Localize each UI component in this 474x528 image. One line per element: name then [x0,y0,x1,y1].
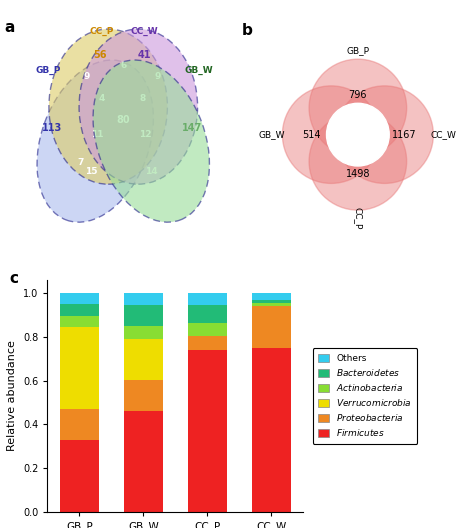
Text: 41: 41 [138,50,152,60]
Bar [124,305,163,326]
Text: CC_W: CC_W [131,26,159,36]
Circle shape [283,86,380,183]
Bar [188,350,227,512]
Bar [124,339,163,380]
Bar [60,440,99,512]
Bar [188,323,227,336]
Text: 1498: 1498 [346,169,370,179]
Bar [252,306,291,348]
Bar [252,293,291,299]
Text: CC_P: CC_P [354,207,362,230]
Y-axis label: Relative abundance: Relative abundance [8,341,18,451]
Bar [252,303,291,306]
Text: CC_P: CC_P [90,26,114,36]
Text: c: c [9,270,18,286]
Bar [124,326,163,339]
Ellipse shape [37,60,154,222]
Ellipse shape [93,60,210,222]
Text: 80: 80 [117,115,130,125]
Circle shape [309,112,407,210]
Bar [252,348,291,512]
Text: 9: 9 [83,72,90,81]
Bar [252,299,291,303]
Bar [188,293,227,305]
Text: a: a [5,21,15,35]
Bar [188,336,227,350]
Text: 8: 8 [139,93,146,102]
Bar [124,380,163,411]
Text: 4: 4 [99,93,105,102]
Ellipse shape [79,29,198,184]
Bar [60,316,99,327]
Text: GB_W: GB_W [184,65,213,74]
Text: 12: 12 [138,130,151,139]
Circle shape [327,103,389,166]
Bar [60,304,99,316]
Text: GB_P: GB_P [35,65,61,74]
Text: 15: 15 [85,167,97,176]
Bar [60,409,99,440]
Circle shape [336,86,433,183]
Text: 14: 14 [145,167,157,176]
Text: 1167: 1167 [392,130,417,139]
Text: 7: 7 [77,158,83,167]
Text: GB_P: GB_P [346,46,369,55]
Circle shape [309,59,407,157]
Text: 56: 56 [93,50,106,60]
Text: CC_W: CC_W [431,130,457,139]
Text: 147: 147 [182,123,202,133]
Text: 9: 9 [155,72,161,81]
Text: 514: 514 [302,130,321,139]
Bar [124,411,163,512]
Bar [124,293,163,305]
Bar [60,327,99,409]
Legend: Others, $\it{Bacteroidetes}$, $\it{Actinobacteria}$, $\it{Verrucomicrobia}$, $\i: Others, $\it{Bacteroidetes}$, $\it{Actin… [313,348,417,444]
Bar [188,305,227,323]
Text: GB_W: GB_W [259,130,285,139]
Ellipse shape [49,29,167,184]
Text: 796: 796 [348,90,367,100]
Text: 113: 113 [42,123,62,133]
Text: 11: 11 [91,130,104,139]
Text: b: b [242,23,253,38]
Bar [60,293,99,304]
Text: 6: 6 [120,61,127,70]
